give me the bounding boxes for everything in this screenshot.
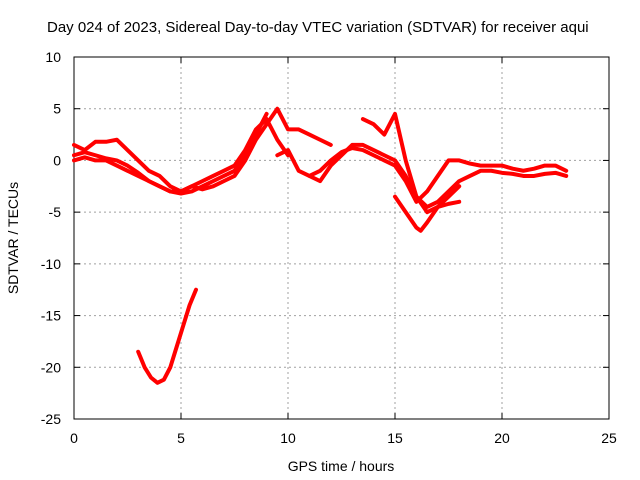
series-layer bbox=[72, 106, 569, 385]
x-tick-label: 25 bbox=[601, 430, 617, 446]
series-line-arc-2 bbox=[72, 111, 269, 196]
grid-layer bbox=[74, 57, 609, 419]
x-tick-label: 5 bbox=[177, 430, 185, 446]
y-tick-label: -5 bbox=[49, 204, 62, 220]
y-tick-label: -10 bbox=[41, 256, 61, 272]
y-tick-label: -25 bbox=[41, 411, 61, 427]
x-tick-label: 20 bbox=[494, 430, 510, 446]
series-line-arc-7 bbox=[360, 111, 462, 215]
plot-frame bbox=[73, 56, 610, 420]
y-axis-label: SDTVAR / TECUs bbox=[5, 182, 21, 294]
series-line-arc-5 bbox=[275, 146, 569, 204]
x-axis-label: GPS time / hours bbox=[288, 458, 395, 474]
series-line-arc-6 bbox=[307, 142, 569, 209]
chart-title: Day 024 of 2023, Sidereal Day-to-day VTE… bbox=[47, 19, 589, 36]
tick-layer: 0 5 10 15 20 25 -25 -20 -15 -10 -5 0 5 10 bbox=[41, 49, 617, 446]
y-tick-label: 5 bbox=[53, 101, 61, 117]
x-tick-label: 0 bbox=[70, 430, 78, 446]
series-line-arc-4 bbox=[136, 287, 198, 385]
series-line-arc-8 bbox=[393, 184, 462, 233]
x-tick-label: 10 bbox=[280, 430, 296, 446]
x-tick-label: 15 bbox=[387, 430, 403, 446]
y-tick-label: -20 bbox=[41, 359, 61, 375]
y-tick-label: -15 bbox=[41, 308, 61, 324]
series-line-arc-1 bbox=[72, 106, 333, 194]
y-tick-label: 0 bbox=[53, 152, 61, 168]
series-line-arc-3 bbox=[72, 117, 290, 194]
y-tick-label: 10 bbox=[45, 49, 61, 65]
